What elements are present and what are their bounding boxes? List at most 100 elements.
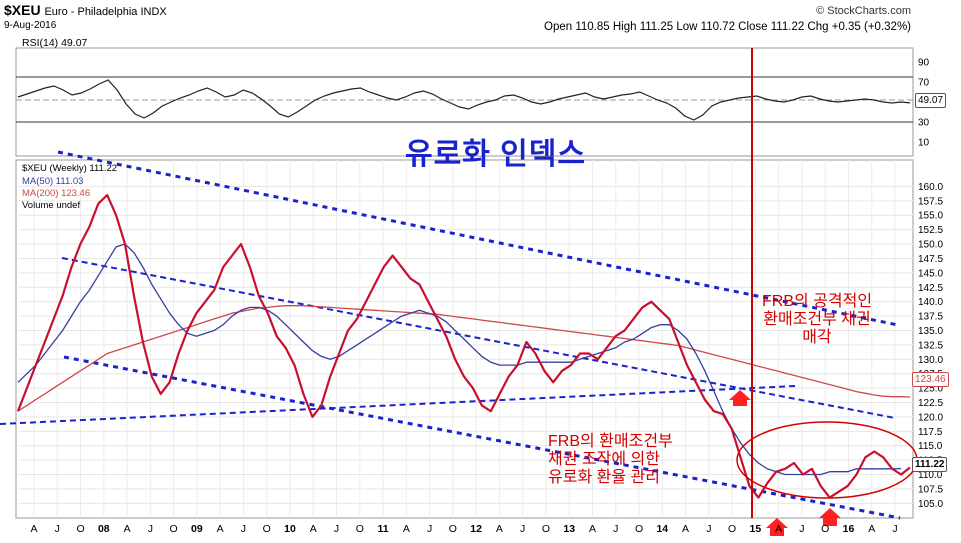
- annotation-line: FRB의 공격적인: [762, 293, 873, 310]
- legend-main: $XEU (Weekly) 111.22: [22, 163, 118, 174]
- x-tick-label: J: [148, 523, 153, 535]
- y-tick-label: 122.5: [918, 398, 943, 409]
- trendline-lower: [63, 355, 901, 520]
- rsi-tick-label: 70: [918, 78, 930, 89]
- y-tick-label: 145.0: [918, 268, 943, 279]
- x-tick-label: A: [310, 523, 317, 535]
- x-tick-label: J: [520, 523, 525, 535]
- rsi-line: [17, 79, 911, 121]
- x-tick-label: A: [682, 523, 689, 535]
- trendline-upper: [57, 150, 899, 327]
- x-tick-label: A: [589, 523, 596, 535]
- annotation-line: 유로화 환율 관리: [548, 468, 660, 486]
- x-tick-label: J: [241, 523, 246, 535]
- annotation-frb-sale: FRB의 공격적인 환매조건부 채권 매각: [762, 293, 872, 347]
- x-tick-label: 13: [563, 523, 575, 535]
- y-tick-label: 115.0: [918, 441, 943, 452]
- symbol: $XEU: [4, 2, 41, 18]
- x-tick-label: J: [55, 523, 60, 535]
- rsi-tick-label: 10: [918, 138, 930, 149]
- korean-title: 유로화 인덱스: [405, 138, 586, 171]
- instrument-name: Euro - Philadelphia INDX: [44, 6, 167, 18]
- series-line-ma50: [17, 243, 902, 476]
- price-value-badge: 111.22: [912, 457, 948, 472]
- x-tick-label: O: [356, 523, 364, 535]
- price-panel: [15, 159, 914, 519]
- x-tick-label: A: [775, 523, 782, 535]
- chart-date: 9-Aug-2016: [4, 20, 57, 31]
- x-tick-label: J: [799, 523, 804, 535]
- y-tick-label: 120.0: [918, 412, 943, 423]
- x-tick-label: J: [892, 523, 897, 535]
- quote-summary: Open 110.85 High 111.25 Low 110.72 Close…: [544, 21, 911, 33]
- annotation-line: 환매조건부 채권: [763, 310, 871, 328]
- rsi-tick-label: 30: [918, 118, 930, 129]
- price-layer: [16, 194, 911, 499]
- x-tick-label: 11: [377, 523, 388, 535]
- y-tick-label: 110.0: [918, 470, 943, 481]
- arrow-icon-3: [819, 508, 841, 526]
- x-tick-label: O: [263, 523, 271, 535]
- y-tick-label: 107.5: [918, 484, 943, 495]
- x-tick-label: O: [542, 523, 550, 535]
- y-tick-label: 105.0: [918, 499, 943, 510]
- x-tick-label: A: [30, 523, 37, 535]
- x-tick-label: 10: [284, 523, 296, 535]
- trendline-middle: [61, 257, 896, 419]
- ma200-value-badge: 123.46: [912, 372, 949, 387]
- series-line-ma200: [17, 305, 911, 412]
- y-tick-label: 135.0: [918, 326, 943, 337]
- y-tick-label: 152.5: [918, 225, 943, 236]
- x-tick-label: 14: [656, 523, 668, 535]
- x-tick-label: O: [635, 523, 643, 535]
- y-tick-label: 150.0: [918, 240, 943, 251]
- legend-ma50: MA(50) 111.03: [22, 176, 84, 187]
- arrow-icon-2: [766, 518, 788, 536]
- rsi-label: RSI(14) 49.07: [22, 37, 88, 49]
- symbol-title: $XEU Euro - Philadelphia INDX: [4, 3, 167, 18]
- rsi-layer: [17, 79, 911, 121]
- x-tick-label: A: [868, 523, 875, 535]
- x-tick-label: 16: [843, 523, 855, 535]
- y-tick-label: 160.0: [918, 182, 943, 193]
- x-tick-label: A: [403, 523, 410, 535]
- rsi-panel: [15, 47, 914, 157]
- y-tick-label: 132.5: [918, 340, 943, 351]
- legend-volume: Volume undef: [22, 200, 81, 211]
- y-tick-label: 130.0: [918, 355, 943, 366]
- y-tick-label: 157.5: [918, 196, 943, 207]
- stockcharts-logo: © StockCharts.com: [816, 5, 911, 17]
- annotation-line: 채권 조작에 의한: [548, 450, 660, 468]
- x-tick-label: J: [706, 523, 711, 535]
- x-tick-label: 15: [750, 523, 762, 535]
- x-tick-label: 12: [470, 523, 482, 535]
- y-tick-label: 137.5: [918, 312, 943, 323]
- x-tick-label: O: [170, 523, 178, 535]
- legend-ma200: MA(200) 123.46: [22, 188, 91, 199]
- annotation-line: FRB의 환매조건부: [548, 433, 673, 450]
- rsi-tick-label: 90: [918, 58, 930, 69]
- arrow-icon-1: [729, 390, 751, 406]
- x-tick-label: A: [217, 523, 224, 535]
- x-tick-label: J: [427, 523, 432, 535]
- x-tick-label: A: [124, 523, 131, 535]
- y-tick-label: 147.5: [918, 254, 943, 265]
- x-tick-label: J: [334, 523, 339, 535]
- annotation-frb-management: FRB의 환매조건부 채권 조작에 의한 유로화 환율 관리: [548, 433, 673, 487]
- annotation-line: 매각: [802, 328, 832, 346]
- x-tick-label: O: [728, 523, 736, 535]
- trendline-support: [0, 385, 796, 425]
- x-tick-label: 09: [191, 523, 203, 535]
- y-tick-label: 117.5: [918, 427, 943, 438]
- x-tick-label: O: [449, 523, 457, 535]
- x-tick-label: A: [496, 523, 503, 535]
- x-tick-label: O: [76, 523, 84, 535]
- y-tick-label: 142.5: [918, 283, 943, 294]
- y-tick-label: 125.0: [918, 384, 943, 395]
- y-tick-label: 155.0: [918, 211, 943, 222]
- y-tick-label: 140.0: [918, 297, 943, 308]
- x-tick-label: J: [613, 523, 618, 535]
